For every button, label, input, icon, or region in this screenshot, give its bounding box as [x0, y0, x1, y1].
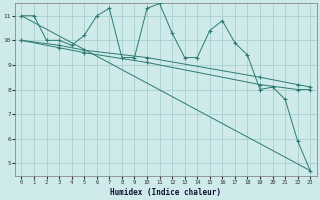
- X-axis label: Humidex (Indice chaleur): Humidex (Indice chaleur): [110, 188, 221, 197]
